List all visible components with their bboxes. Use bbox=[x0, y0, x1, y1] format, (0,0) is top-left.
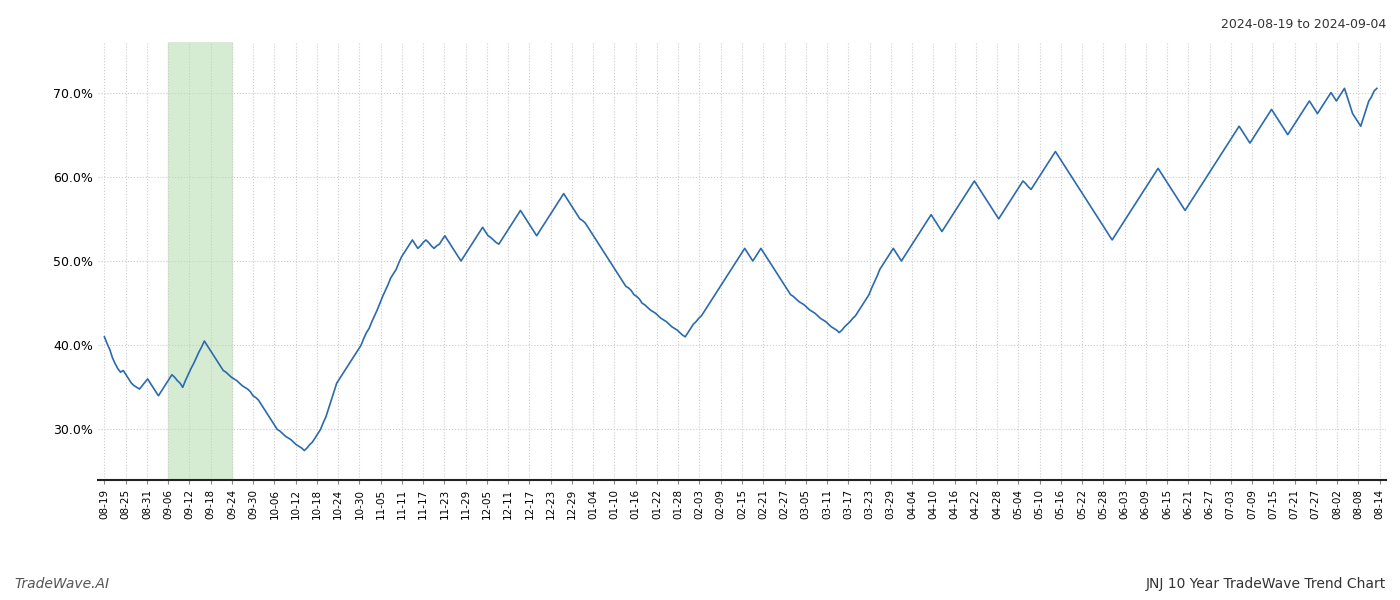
Text: TradeWave.AI: TradeWave.AI bbox=[14, 577, 109, 591]
Bar bbox=[168, 42, 232, 480]
Text: 2024-08-19 to 2024-09-04: 2024-08-19 to 2024-09-04 bbox=[1221, 18, 1386, 31]
Text: JNJ 10 Year TradeWave Trend Chart: JNJ 10 Year TradeWave Trend Chart bbox=[1145, 577, 1386, 591]
